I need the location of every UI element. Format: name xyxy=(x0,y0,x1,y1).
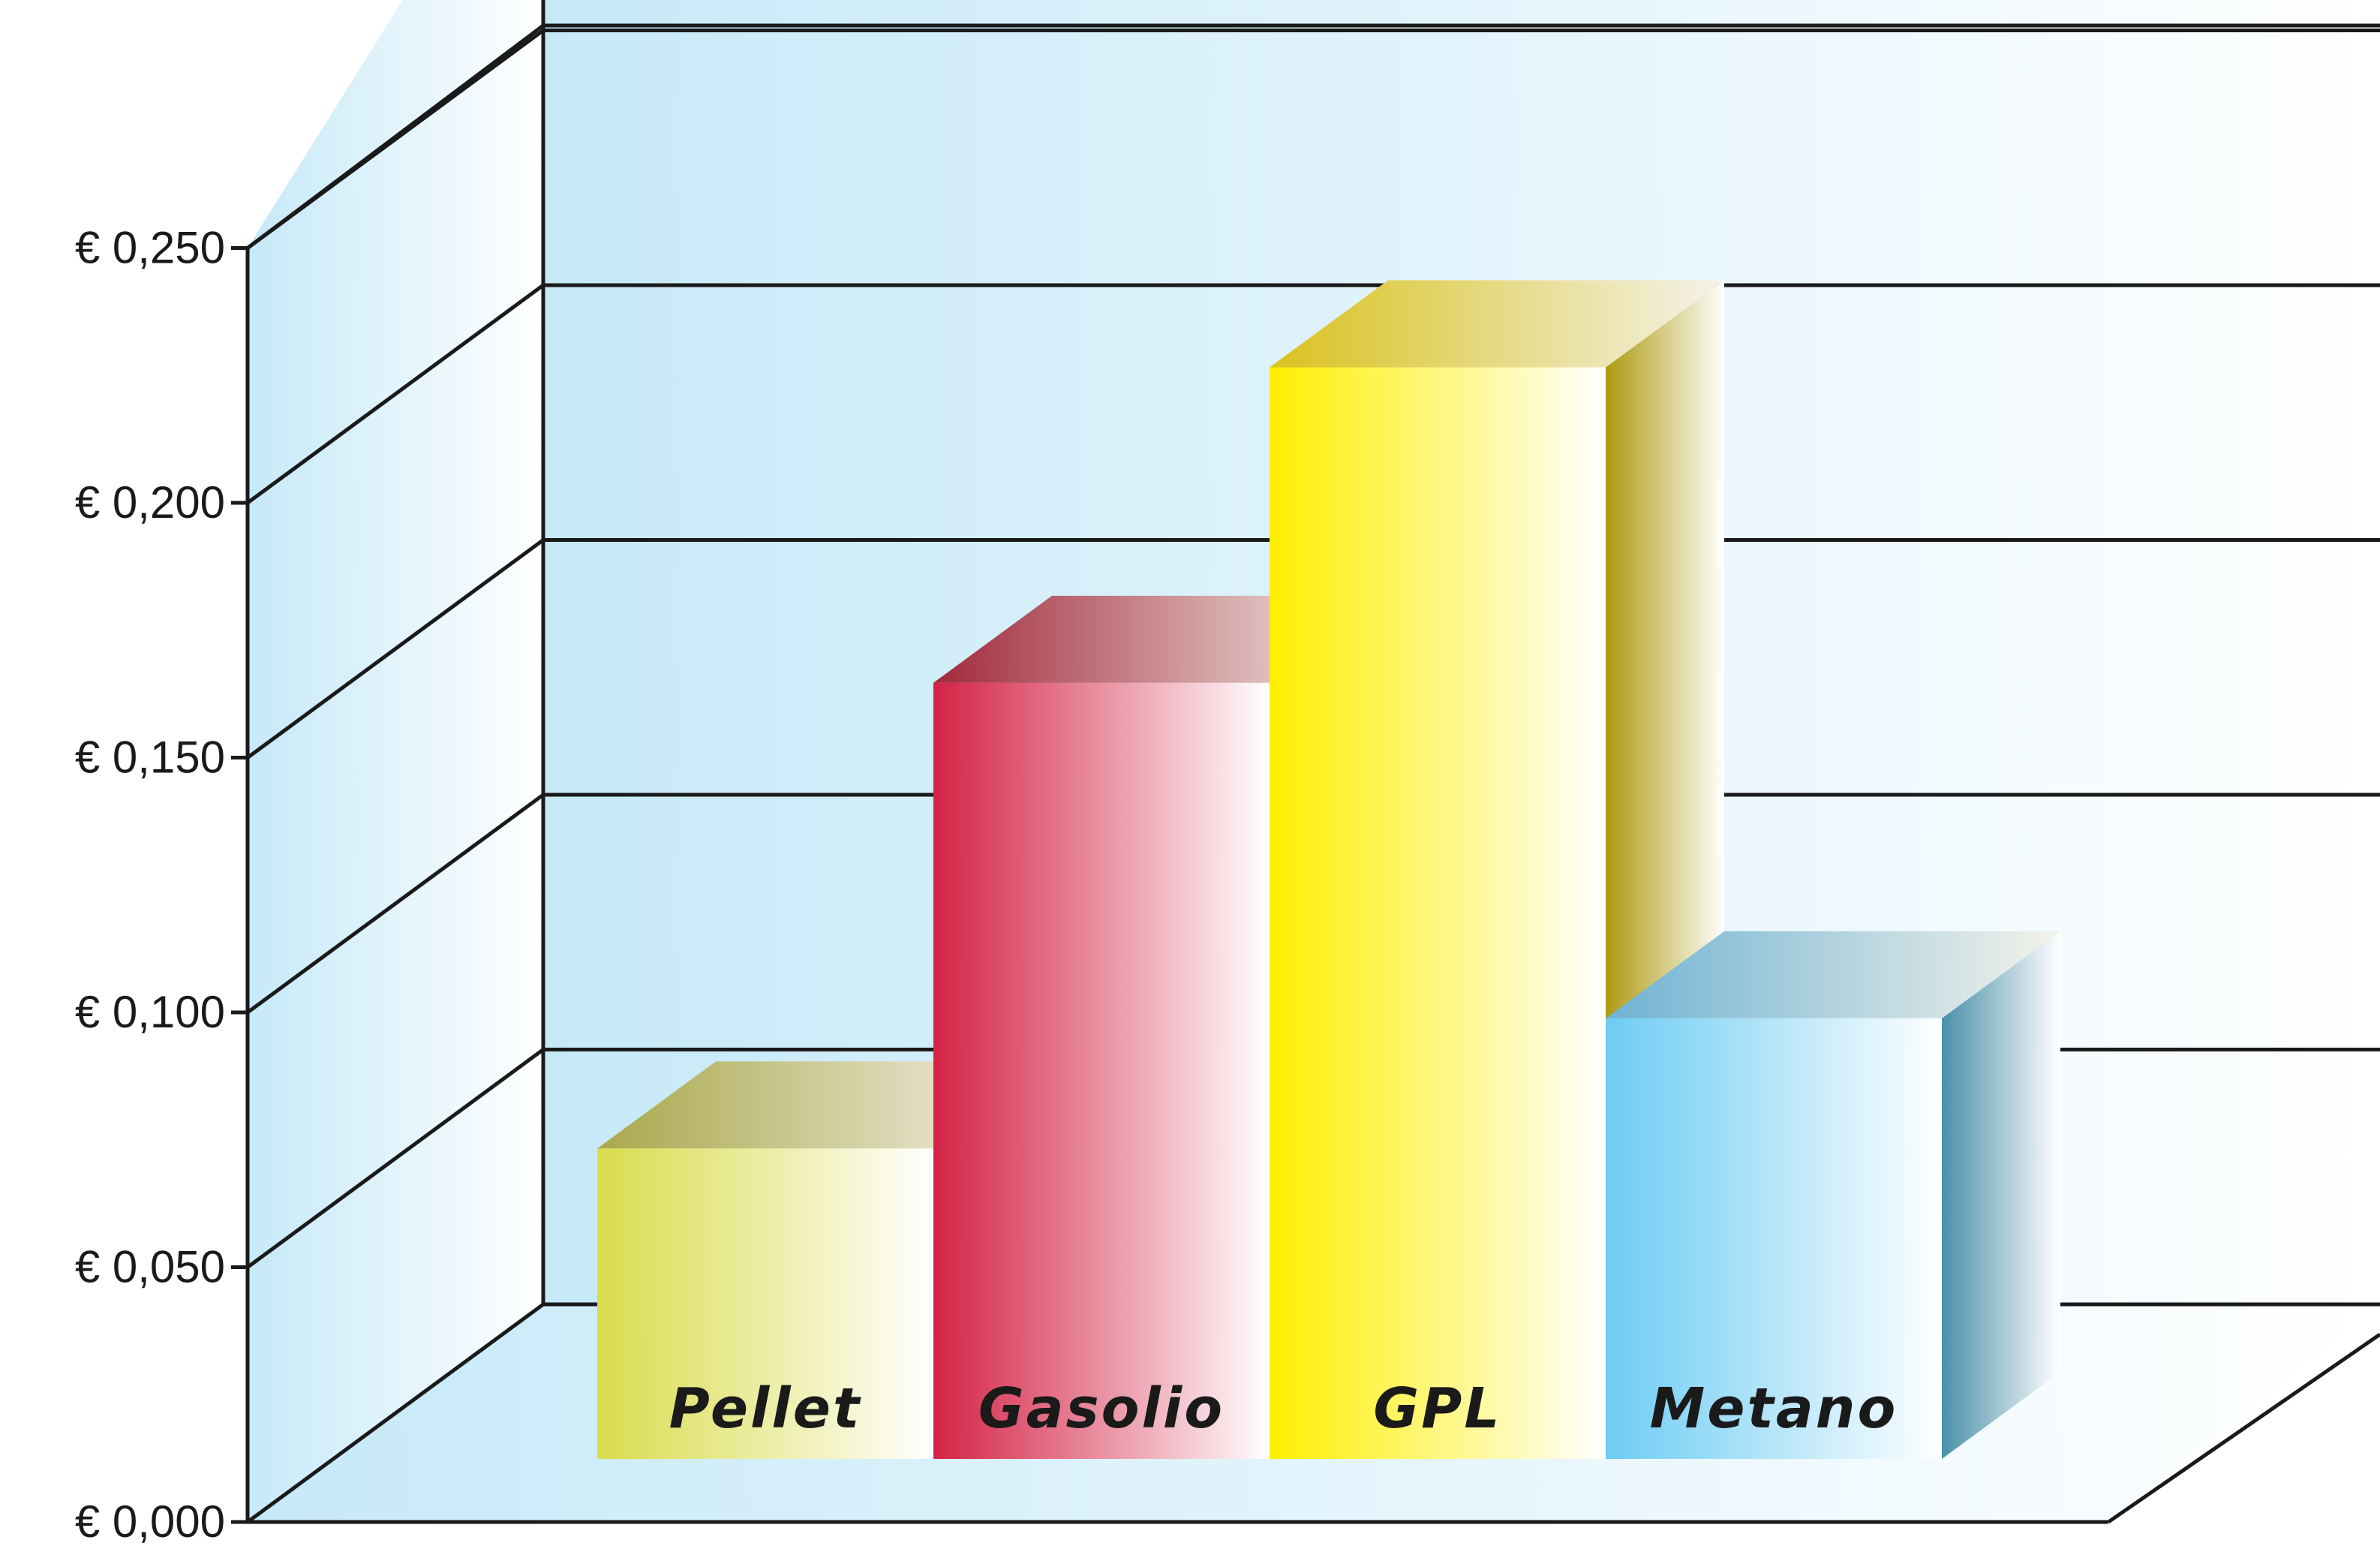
y-tick-label: € 0,150 xyxy=(75,732,225,783)
side-top-line xyxy=(246,24,545,250)
y-tick-label: € 0,000 xyxy=(75,1496,225,1547)
y-tick-label: € 0,100 xyxy=(75,987,225,1037)
bar-front-gasolio xyxy=(933,682,1270,1459)
gridline-side xyxy=(246,793,545,1015)
bar-top-gpl xyxy=(1270,280,1724,368)
category-label-pellet: Pellet xyxy=(669,1376,862,1441)
bar-front-metano xyxy=(1606,1018,1942,1459)
floor-left-line xyxy=(246,1302,545,1524)
chart-frame xyxy=(245,0,2380,1524)
bars: Pellet Gasolio GPL Metano xyxy=(597,280,2060,1459)
category-label-metano: Metano xyxy=(1650,1376,1898,1441)
floor-right-line xyxy=(2107,1332,2380,1524)
side-wall xyxy=(248,0,543,1522)
category-label-gasolio: Gasolio xyxy=(978,1376,1225,1441)
y-tick-label: € 0,050 xyxy=(75,1242,225,1292)
y-tick-label: € 0,250 xyxy=(75,223,225,273)
gridline-side xyxy=(246,1048,545,1269)
bar-front-pellet xyxy=(597,1148,933,1459)
bar-metano: Metano xyxy=(1606,931,2060,1459)
y-axis: € 0,000 € 0,050 € 0,100 € 0,150 € 0,200 € 0,2… xyxy=(75,223,248,1547)
category-label-gpl: GPL xyxy=(1373,1376,1501,1441)
bar-top-metano xyxy=(1606,931,2060,1018)
gridline-side xyxy=(246,538,545,759)
gridline-side xyxy=(246,283,545,505)
y-tick-label: € 0,200 xyxy=(75,477,225,528)
bar-front-gpl xyxy=(1270,367,1606,1459)
bar-side-metano xyxy=(1942,931,2060,1459)
